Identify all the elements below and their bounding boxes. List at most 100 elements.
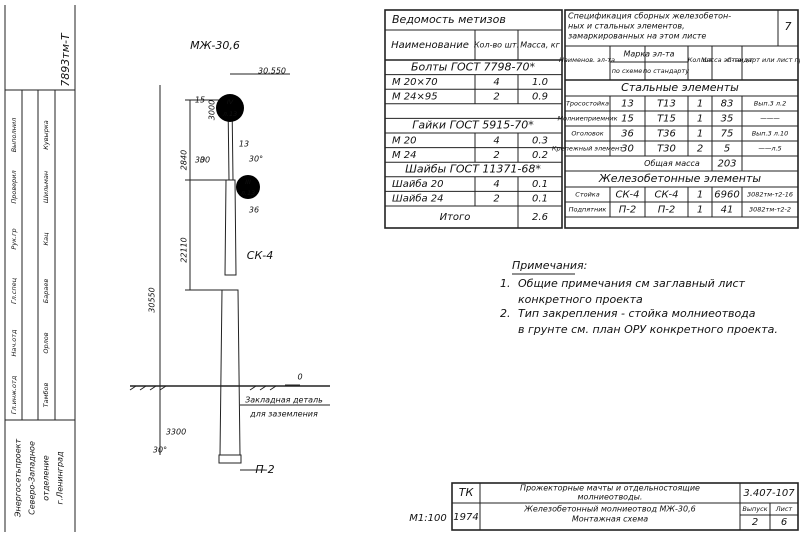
table-cell: Крепежный элемент bbox=[552, 145, 623, 153]
stamp-name: Шильман bbox=[42, 171, 50, 203]
table-header: Кол-во шт. bbox=[474, 41, 519, 50]
table-cell: 75 bbox=[721, 129, 734, 140]
stamp-frame bbox=[4, 5, 76, 532]
note-line: в грунте см. план ОРУ конкретного проект… bbox=[518, 323, 778, 336]
table-cell: 0.2 bbox=[532, 150, 548, 161]
table-header: Наименование bbox=[391, 40, 469, 51]
stamp-org: Энергосетьпроект bbox=[14, 439, 23, 519]
table-cell: СК-4 bbox=[615, 190, 639, 201]
title-line: молниеотводы. bbox=[578, 493, 643, 502]
note-line: 2. bbox=[500, 307, 511, 320]
table-cell: Подпятник bbox=[569, 206, 607, 214]
table-cell: Молниеприемник bbox=[557, 115, 617, 123]
scale: М1:100 bbox=[409, 513, 446, 524]
dimension: 30° bbox=[249, 155, 263, 164]
table-cell: 15 bbox=[621, 114, 634, 125]
group-title: Гайки ГОСТ 5915-70* bbox=[412, 119, 534, 132]
table-cell: 1 bbox=[697, 114, 703, 125]
section-title: Железобетонные элементы bbox=[598, 172, 762, 185]
table-cell: Оголовок bbox=[571, 130, 603, 138]
stamp-name: Кац bbox=[42, 232, 50, 246]
section-title: Стальные элементы bbox=[621, 81, 739, 94]
table-cell: 13 bbox=[621, 99, 634, 110]
table-cell: 1 bbox=[697, 129, 703, 140]
mast-drawing bbox=[129, 73, 330, 471]
table-header: Кол шт bbox=[688, 56, 713, 64]
callout: л.13 bbox=[222, 110, 238, 118]
table-header: Масса, кг bbox=[520, 41, 560, 50]
hardware-frame bbox=[384, 9, 563, 229]
table-header: по схеме bbox=[612, 67, 643, 75]
dimension: 3000 bbox=[208, 100, 217, 120]
table-cell: 0.1 bbox=[532, 179, 548, 190]
callout: IV bbox=[227, 98, 234, 106]
table-cell: 4 bbox=[493, 135, 499, 146]
table-cell: СК-4 bbox=[654, 190, 678, 201]
sheet-number: 7 bbox=[785, 20, 792, 33]
table-cell: 3082тм-т2-2 bbox=[749, 206, 791, 214]
total-label: Итого bbox=[440, 212, 471, 223]
table-cell: 30 bbox=[621, 144, 634, 155]
spec-title: замаркированных на этом листе bbox=[568, 32, 706, 41]
stamp-role: Гл.спец bbox=[10, 277, 18, 304]
table-cell: 1 bbox=[697, 99, 703, 110]
dimension: 30550 bbox=[148, 287, 157, 312]
dimension: 30 bbox=[195, 156, 205, 165]
stamp-role: Нач.отд bbox=[10, 329, 18, 357]
stamp-org: отделение bbox=[42, 455, 51, 500]
table-cell: Т30 bbox=[657, 144, 676, 155]
table-header: Марка эл-та bbox=[623, 50, 674, 59]
table-cell: 1 bbox=[697, 205, 703, 216]
org-code: ТК bbox=[459, 486, 475, 499]
group-title: Болты ГОСТ 7798-70* bbox=[411, 60, 536, 73]
table-cell: 3082тм-т2-16 bbox=[747, 191, 793, 199]
table-cell: Вып.3 л.10 bbox=[752, 130, 789, 138]
position-mark: 36 bbox=[249, 206, 259, 215]
table-header: по стандарту bbox=[643, 67, 689, 75]
element-label: П-2 bbox=[255, 463, 274, 476]
position-mark: 15 bbox=[195, 96, 205, 105]
spec-title: Спецификация сборных железобетон- bbox=[568, 12, 731, 21]
table-cell: 2 bbox=[493, 150, 499, 161]
title-line: Железобетонный молниеотвод МЖ-30,6 bbox=[523, 505, 696, 514]
table-cell: 2 bbox=[697, 144, 703, 155]
doc-code: 3.407-107 bbox=[743, 488, 795, 499]
stamp-role: Проверил bbox=[10, 170, 18, 203]
title-line: Прожекторные мачты и отдельностоящие bbox=[520, 484, 700, 493]
issue-label: Выпуск bbox=[742, 505, 767, 513]
position-mark: 30 bbox=[200, 156, 210, 165]
dimension: 3300 bbox=[166, 428, 186, 437]
table-cell: ——— bbox=[760, 115, 780, 123]
table-cell: 35 bbox=[721, 114, 734, 125]
table-cell: 36 bbox=[621, 129, 634, 140]
stamp-number: 7893тм-Т bbox=[59, 32, 72, 87]
stamp-name: Тамбов bbox=[42, 383, 50, 408]
table-cell: 1.0 bbox=[532, 77, 548, 88]
spec-title: ных и стальных элементов, bbox=[568, 22, 685, 31]
stamp-name: Орлов bbox=[42, 332, 50, 353]
table-cell: 5 bbox=[724, 144, 730, 155]
table-cell: 4 bbox=[493, 179, 499, 190]
table-cell: 0.9 bbox=[532, 92, 548, 103]
stamp-name: Кувырка bbox=[42, 120, 50, 149]
table-cell: Стойка bbox=[575, 191, 599, 199]
table-cell: Вып.3 л.2 bbox=[754, 100, 786, 108]
mast-title: МЖ-30,6 bbox=[190, 39, 240, 52]
issue-number: 2 bbox=[752, 517, 758, 528]
table-cell: Т13 bbox=[657, 99, 676, 110]
note: Закладная деталь bbox=[245, 396, 323, 405]
table-cell: П-2 bbox=[619, 205, 637, 216]
group-title: Шайбы ГОСТ 11371-68* bbox=[405, 163, 541, 176]
table-cell: 41 bbox=[721, 205, 734, 216]
table-cell: Т36 bbox=[657, 129, 676, 140]
dimension: 2840 bbox=[180, 150, 189, 170]
year: 1974 bbox=[453, 512, 478, 523]
table-cell: 0.1 bbox=[532, 194, 548, 205]
note-line: Общие примечания см заглавный лист bbox=[518, 277, 746, 290]
callout: III bbox=[245, 178, 251, 186]
table-cell: ——л.5 bbox=[758, 145, 781, 153]
note-line: Тип закрепления - стойка молниеотвода bbox=[518, 307, 756, 320]
dimension: 30° bbox=[153, 446, 167, 455]
table-cell: 2 bbox=[493, 194, 499, 205]
table-cell: 83 bbox=[721, 99, 734, 110]
